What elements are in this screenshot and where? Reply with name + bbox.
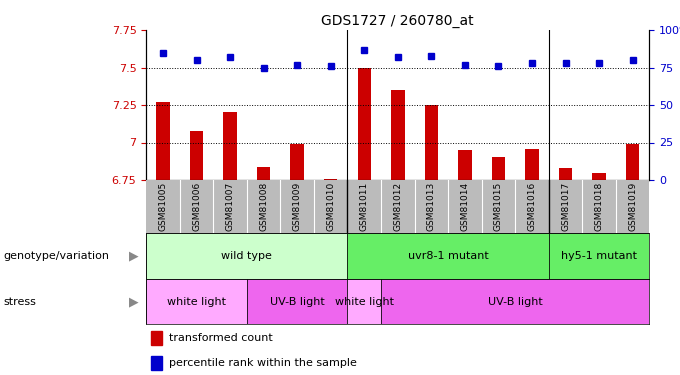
Bar xyxy=(458,150,472,180)
Text: GSM81011: GSM81011 xyxy=(360,182,369,231)
Text: GSM81016: GSM81016 xyxy=(528,182,537,231)
Bar xyxy=(559,168,573,180)
Bar xyxy=(492,158,505,180)
Bar xyxy=(549,232,649,279)
Bar xyxy=(151,357,163,370)
Text: white light: white light xyxy=(167,297,226,307)
Text: wild type: wild type xyxy=(222,251,272,261)
Bar xyxy=(146,232,347,279)
Bar xyxy=(257,166,271,180)
Bar xyxy=(190,130,203,180)
Bar xyxy=(146,279,247,324)
Text: GSM81015: GSM81015 xyxy=(494,182,503,231)
Title: GDS1727 / 260780_at: GDS1727 / 260780_at xyxy=(322,13,474,28)
Bar xyxy=(290,144,304,180)
Bar xyxy=(391,90,405,180)
Text: GSM81009: GSM81009 xyxy=(292,182,302,231)
Bar xyxy=(223,112,237,180)
Text: GSM81007: GSM81007 xyxy=(226,182,235,231)
Text: GSM81013: GSM81013 xyxy=(427,182,436,231)
Bar xyxy=(347,232,549,279)
Text: percentile rank within the sample: percentile rank within the sample xyxy=(169,358,357,368)
Text: ▶: ▶ xyxy=(129,296,139,308)
Bar xyxy=(151,331,163,345)
Bar xyxy=(592,172,606,180)
Text: GSM81012: GSM81012 xyxy=(393,182,403,231)
Text: GSM81014: GSM81014 xyxy=(460,182,469,231)
Text: uvr8-1 mutant: uvr8-1 mutant xyxy=(408,251,488,261)
Text: white light: white light xyxy=(335,297,394,307)
Text: GSM81006: GSM81006 xyxy=(192,182,201,231)
Bar xyxy=(381,279,649,324)
Text: GSM81019: GSM81019 xyxy=(628,182,637,231)
Bar xyxy=(626,144,639,180)
Bar xyxy=(525,148,539,180)
Text: GSM81008: GSM81008 xyxy=(259,182,268,231)
Text: GSM81017: GSM81017 xyxy=(561,182,570,231)
Text: GSM81018: GSM81018 xyxy=(594,182,604,231)
Text: genotype/variation: genotype/variation xyxy=(3,251,109,261)
Text: GSM81010: GSM81010 xyxy=(326,182,335,231)
Text: transformed count: transformed count xyxy=(169,333,273,343)
Bar xyxy=(156,102,170,180)
Text: GSM81005: GSM81005 xyxy=(158,182,167,231)
Bar xyxy=(424,105,438,180)
Bar xyxy=(347,279,381,324)
Text: UV-B light: UV-B light xyxy=(270,297,324,307)
Bar xyxy=(324,178,337,180)
Bar xyxy=(358,68,371,180)
Text: hy5-1 mutant: hy5-1 mutant xyxy=(561,251,637,261)
Text: stress: stress xyxy=(3,297,36,307)
Bar xyxy=(247,279,347,324)
Text: UV-B light: UV-B light xyxy=(488,297,543,307)
Text: ▶: ▶ xyxy=(129,249,139,262)
